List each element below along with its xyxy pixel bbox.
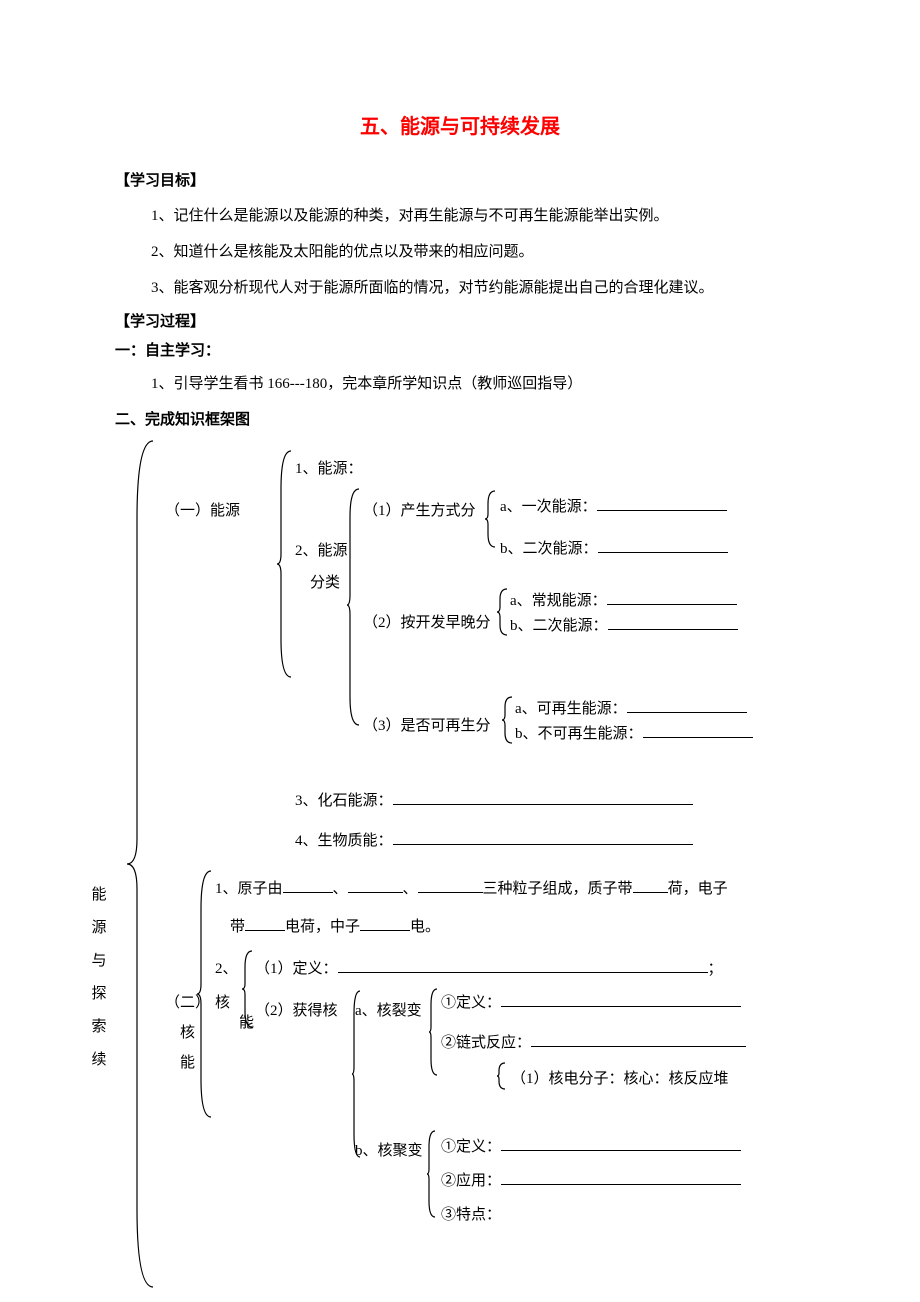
fission-label: a、核裂变: [355, 999, 422, 1020]
get-brace-icon: [350, 989, 362, 1159]
section-1-label: （一）能源: [165, 499, 240, 520]
fusion-def: ①定义：: [441, 1135, 741, 1156]
knowledge-framework-diagram: 能源与探索续 （一）能源 1、能源： 2、能源 分类 （1）产生方式分 a、一次…: [115, 439, 805, 1289]
blank-line: [607, 589, 737, 605]
heading-self-study: 一：自主学习：: [115, 339, 805, 360]
nuclear-brace-icon: [240, 949, 254, 1029]
fusion-app: ②应用：: [441, 1169, 741, 1190]
nuclear-get: （2）获得核: [255, 999, 338, 1020]
fission-app: （1）核电分子：核心：核反应堆: [511, 1067, 729, 1088]
classify-brace-icon: [345, 487, 361, 727]
objective-3: 3、能客观分析现代人对于能源所面临的情况，对节约能源能提出自己的合理化建议。: [115, 270, 805, 306]
classify-1-brace-icon: [483, 489, 497, 549]
blank-line: [598, 537, 728, 553]
classify-3b: b、不可再生能源：: [515, 722, 753, 743]
blank-line: [245, 915, 285, 931]
fusion-brace-icon: [425, 1129, 437, 1219]
classify-3-brace-icon: [500, 695, 514, 745]
outer-brace-icon: [125, 439, 155, 1289]
classify-2b: b、二次能源：: [510, 614, 738, 635]
classify-1b: b、二次能源：: [500, 537, 728, 558]
item-1-energy: 1、能源：: [295, 457, 363, 478]
blank-line: [338, 957, 708, 973]
blank-line: [360, 915, 410, 931]
section-2-label-a: （二）: [165, 991, 210, 1012]
blank-line: [393, 789, 693, 805]
blank-line: [501, 1135, 741, 1151]
fission-def: ①定义：: [441, 991, 741, 1012]
section-2-label-c: 能: [180, 1051, 195, 1072]
section-2-label-b: 核: [180, 1021, 195, 1042]
fission-chain: ②链式反应：: [441, 1031, 746, 1052]
objective-2: 2、知道什么是核能及太阳能的优点以及带来的相应问题。: [115, 234, 805, 270]
step-1: 1、引导学生看书 166---180，完本章所学知识点（教师巡回指导）: [115, 366, 805, 402]
heading-objectives: 【学习目标】: [115, 169, 805, 190]
item-2-classify-b: 分类: [310, 571, 340, 592]
blank-line: [283, 877, 333, 893]
nuclear-def: （1）定义：；: [255, 957, 723, 978]
fusion-feature: ③特点：: [441, 1203, 501, 1224]
page-title: 五、能源与可持续发展: [115, 110, 805, 139]
classify-1a: a、一次能源：: [500, 495, 727, 516]
heading-framework: 二、完成知识框架图: [115, 408, 805, 429]
blank-line: [348, 877, 403, 893]
classify-2a: a、常规能源：: [510, 589, 737, 610]
blank-line: [608, 614, 738, 630]
classify-3: （3）是否可再生分: [363, 714, 491, 735]
section-1-brace-icon: [275, 449, 293, 679]
heading-process: 【学习过程】: [115, 310, 805, 331]
atom-line-1: 1、原子由、、三种粒子组成，质子带荷，电子: [215, 877, 728, 898]
classify-3a: a、可再生能源：: [515, 697, 747, 718]
blank-line: [531, 1031, 746, 1047]
item-4-biomass: 4、生物质能：: [295, 829, 693, 850]
vertical-label: 能源与探索续: [91, 879, 107, 1077]
nuclear-ke: 核: [215, 991, 230, 1012]
blank-line: [597, 495, 727, 511]
app-brace-icon: [495, 1061, 507, 1091]
blank-line: [501, 991, 741, 1007]
blank-line: [627, 697, 747, 713]
item-2-classify-a: 2、能源: [295, 539, 348, 560]
fusion-label: b、核聚变: [355, 1139, 423, 1160]
item-3-fossil: 3、化石能源：: [295, 789, 693, 810]
classify-2: （2）按开发早晚分: [363, 611, 491, 632]
blank-line: [501, 1169, 741, 1185]
classify-1: （1）产生方式分: [363, 499, 476, 520]
objective-1: 1、记住什么是能源以及能源的种类，对再生能源与不可再生能源能举出实例。: [115, 198, 805, 234]
blank-line: [393, 829, 693, 845]
item-2-nuclear: 2、: [215, 957, 238, 978]
atom-line-2: 带电荷，中子电。: [230, 915, 440, 936]
blank-line: [418, 877, 483, 893]
fission-brace-icon: [427, 987, 439, 1077]
blank-line: [633, 877, 668, 893]
classify-2-brace-icon: [495, 587, 509, 637]
blank-line: [643, 722, 753, 738]
document-page: 五、能源与可持续发展 【学习目标】 1、记住什么是能源以及能源的种类，对再生能源…: [0, 0, 920, 1302]
